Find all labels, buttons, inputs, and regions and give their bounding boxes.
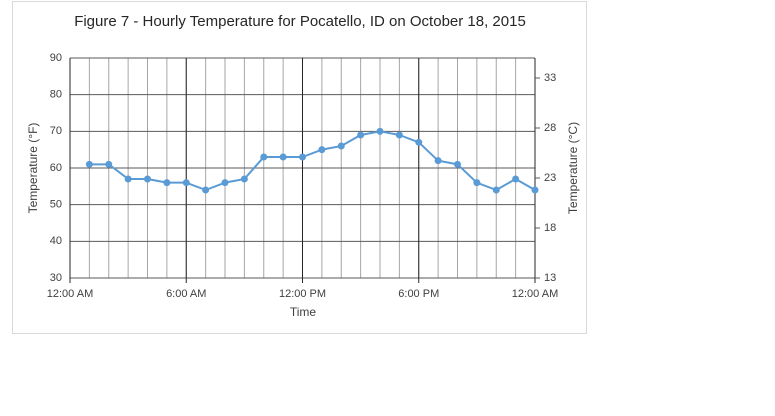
data-point [240,175,248,183]
y-tick-label: 40 [50,235,62,247]
data-point [512,175,520,183]
x-tick-label: 6:00 PM [398,288,439,300]
y-tick-label: 50 [50,199,62,211]
y2-tick-label: 13 [544,272,556,284]
data-point [337,142,345,150]
data-point [415,138,423,146]
y-tick-label: 60 [50,162,62,174]
data-point [124,175,132,183]
data-point [221,179,229,187]
data-point [202,186,210,194]
data-point [318,146,326,154]
x-tick-label: 12:00 AM [47,288,93,300]
y2-tick-label: 18 [544,222,556,234]
y2-tick-label: 28 [544,122,556,134]
data-point [279,153,287,161]
y-tick-label: 70 [50,125,62,137]
data-point [105,160,113,168]
y-tick-label: 30 [50,272,62,284]
data-point [473,179,481,187]
data-point [85,160,93,168]
data-point [376,127,384,135]
data-point [182,179,190,187]
data-point [454,160,461,168]
data-point [492,186,500,194]
x-axis-title: Time [290,305,317,319]
data-point [260,153,268,161]
data-point [531,186,539,194]
data-point [434,157,442,165]
y-tick-label: 90 [50,52,62,64]
y2-axis-title: Temperature (°C) [566,122,580,214]
data-point [357,131,365,139]
y2-tick-label: 33 [544,72,556,84]
data-point [395,131,403,139]
data-point [144,175,151,183]
y-tick-label: 80 [50,89,62,101]
x-tick-label: 6:00 AM [166,288,206,300]
x-tick-label: 12:00 PM [279,288,326,300]
data-point [163,179,171,187]
x-tick-label: 12:00 AM [512,288,558,300]
chart-title: Figure 7 - Hourly Temperature for Pocate… [74,13,526,30]
y-axis-title: Temperature (°F) [26,123,40,214]
data-point [299,153,306,161]
y2-tick-label: 23 [544,172,556,184]
